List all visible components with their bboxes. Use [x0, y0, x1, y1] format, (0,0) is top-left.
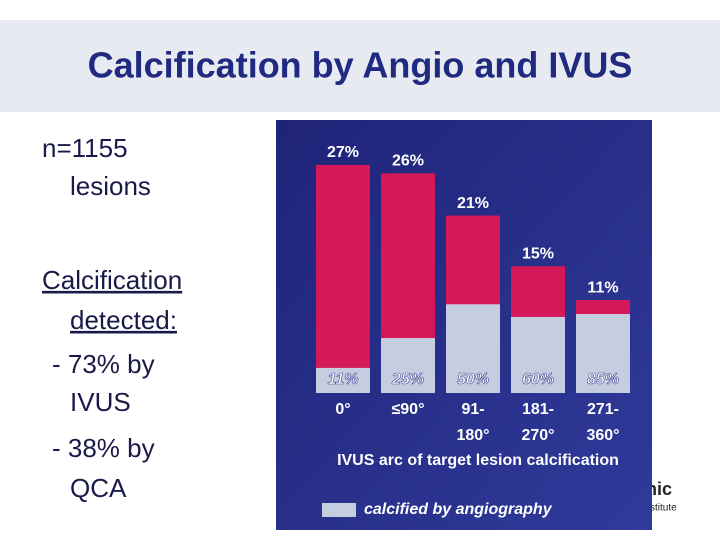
body-line: IVUS	[70, 387, 131, 417]
x-axis-title: IVUS arc of target lesion calcification	[337, 452, 619, 469]
x-tick-label: ≤90°	[392, 401, 425, 418]
body-line: QCA	[70, 473, 127, 503]
value-label: 85%	[587, 371, 619, 388]
body-line: - 73% by	[52, 349, 155, 379]
bar-segment	[316, 367, 370, 393]
value-label: 27%	[327, 144, 359, 161]
bar-segment	[511, 316, 565, 393]
legend-label: calcified by angiography	[364, 501, 553, 518]
slide-title: Calcification by Angio and IVUS	[88, 45, 633, 86]
logo-text: stitute	[650, 503, 677, 514]
body-line: lesions	[70, 171, 151, 201]
value-label: 26%	[392, 153, 424, 170]
bar-segment	[381, 338, 435, 393]
bar	[316, 164, 370, 393]
value-label: 11%	[587, 279, 618, 296]
value-label: 11%	[328, 371, 359, 388]
body-line: detected:	[70, 305, 177, 335]
body-line: n=1155	[42, 133, 128, 163]
x-tick-label: 271-360°	[586, 401, 619, 444]
bar-segment	[576, 313, 630, 393]
bar-segment	[446, 304, 500, 393]
x-tick-label: 0°	[335, 401, 350, 418]
logo-text: nic	[646, 479, 672, 499]
value-label: 60%	[522, 371, 554, 388]
value-label: 25%	[391, 371, 424, 388]
x-tick-label: 91-180°	[456, 401, 489, 444]
title-band	[0, 20, 720, 112]
body-line: Calcification	[42, 265, 182, 295]
body-line: - 38% by	[52, 433, 155, 463]
value-label: 50%	[457, 371, 489, 388]
value-label: 15%	[522, 245, 554, 262]
value-label: 21%	[457, 195, 489, 212]
x-tick-label: 181-270°	[521, 401, 554, 444]
legend-swatch	[322, 503, 356, 517]
